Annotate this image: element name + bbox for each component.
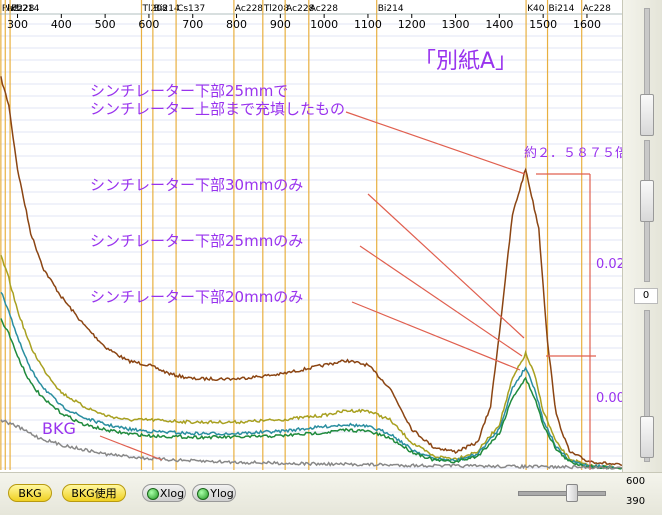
series-line xyxy=(0,76,622,467)
x-tick-label: 1200 xyxy=(398,18,426,31)
peak-marker-label: Cs137 xyxy=(177,4,205,14)
peak-marker-label: Bi214 xyxy=(154,4,180,14)
zero-value: 0 xyxy=(634,288,658,304)
zoom-track[interactable] xyxy=(518,491,606,496)
zoom-slider[interactable] xyxy=(566,484,578,502)
peak-marker-label: Ac228 xyxy=(6,4,34,14)
right-toolbar xyxy=(622,0,662,472)
leader-25mm xyxy=(359,245,523,357)
y-zoom-slider[interactable] xyxy=(640,94,654,136)
series-line xyxy=(0,291,622,470)
peak-marker-label: Ac228 xyxy=(583,4,611,14)
chart-series xyxy=(0,76,622,470)
ylog-toggle[interactable]: Ylog xyxy=(192,484,236,502)
value-0207: 0.0207 xyxy=(596,257,622,272)
zoom-top-value: 600 xyxy=(626,476,646,487)
annotation-filled-line2: シンチレーター上部まで充填したもの xyxy=(90,100,345,118)
y-scale-slider[interactable] xyxy=(640,416,654,458)
x-tick-label: 1300 xyxy=(442,18,470,31)
ylog-label: Ylog xyxy=(210,487,234,500)
xlog-toggle[interactable]: Xlog xyxy=(142,484,186,502)
series-line xyxy=(0,419,622,470)
leader-bkg xyxy=(99,435,163,461)
y-offset-slider[interactable] xyxy=(640,180,654,222)
spectrum-chart: Pb2Ac228Pb214Tl208Bi214Cs137Ac228Tl208Ac… xyxy=(0,0,622,470)
x-tick-label: 400 xyxy=(51,18,72,31)
peak-marker-label: Tl208 xyxy=(141,4,167,14)
x-tick-label: 600 xyxy=(138,18,159,31)
peak-marker-label: Ac228 xyxy=(310,4,338,14)
x-tick-label: 300 xyxy=(7,18,28,31)
x-tick-label: 1000 xyxy=(310,18,338,31)
annotation-25mm: シンチレーター下部25mmのみ xyxy=(90,232,303,250)
peak-marker-label: Pb214 xyxy=(11,4,40,14)
x-tick-label: 1100 xyxy=(354,18,382,31)
series-line xyxy=(0,254,622,470)
annotations: 「別紙A」シンチレーター下部25mmでシンチレーター上部まで充填したもの約２．５… xyxy=(42,49,622,470)
bkg-button[interactable]: BKG xyxy=(8,484,52,502)
series-line xyxy=(0,318,622,470)
annotation-20mm: シンチレーター下部20mmのみ xyxy=(90,288,303,306)
x-tick-label: 1500 xyxy=(529,18,557,31)
sheet-label: 「別紙A」 xyxy=(414,49,517,74)
xlog-label: Xlog xyxy=(159,487,185,500)
xlog-led-icon xyxy=(147,488,159,500)
leader-20mm xyxy=(351,301,521,371)
x-axis: 300 400 500 600 700 800 900 1000 1100 1200 1300 140… xyxy=(0,13,622,31)
x-tick-label: 1400 xyxy=(485,18,513,31)
x-tick-label: 900 xyxy=(270,18,291,31)
peak-marker-label: Tl208 xyxy=(263,4,289,14)
x-tick-label: 700 xyxy=(182,18,203,31)
peak-markers: Pb2Ac228Pb214Tl208Bi214Cs137Ac228Tl208Ac… xyxy=(0,0,611,470)
annotation-30mm: シンチレーター下部30mmのみ xyxy=(90,176,303,194)
peak-marker-label: Bi214 xyxy=(378,4,404,14)
x-tick-label: 800 xyxy=(226,18,247,31)
annotation-filled-line1: シンチレーター下部25mmで xyxy=(90,82,288,100)
bkg-use-button[interactable]: BKG使用 xyxy=(62,484,126,502)
bkg-label: BKG xyxy=(42,419,76,438)
ratio-note: 約２．５８７５倍の差 xyxy=(524,146,622,161)
peak-marker-label: K40 xyxy=(527,4,545,14)
ylog-led-icon xyxy=(197,488,209,500)
peak-marker-label: Ac228 xyxy=(286,4,314,14)
leader-filled xyxy=(345,111,526,175)
peak-marker-label: Ac228 xyxy=(235,4,263,14)
leader-30mm xyxy=(367,193,525,339)
x-tick-label: 500 xyxy=(95,18,116,31)
x-tick-label: 1600 xyxy=(573,18,601,31)
zoom-bottom-value: 390 xyxy=(626,496,646,507)
y-scale-track[interactable] xyxy=(644,310,650,462)
peak-marker-label: Bi214 xyxy=(549,4,575,14)
